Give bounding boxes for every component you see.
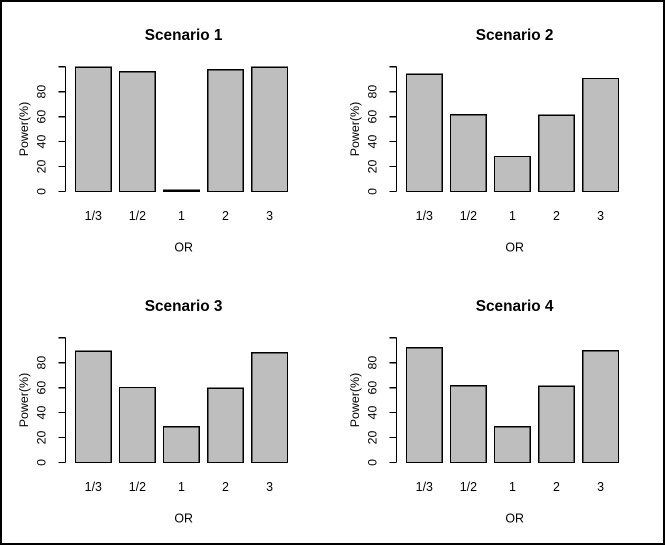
bar bbox=[537, 385, 575, 463]
x-tick-label: 1/2 bbox=[459, 479, 476, 493]
x-axis-label: OR bbox=[505, 241, 524, 255]
y-tick-label: 60 bbox=[365, 110, 379, 124]
chart-title: Scenario 1 bbox=[145, 27, 223, 44]
barplot-scenario-3: Scenario 3 Power(%) 0 20 40 60 80 1/3 1/2 1 2 3 OR bbox=[17, 297, 289, 525]
x-tick-label: 1/3 bbox=[85, 209, 102, 223]
x-tick-label: 3 bbox=[266, 209, 273, 223]
y-tick-label: 80 bbox=[365, 85, 379, 99]
bar bbox=[537, 114, 575, 193]
bar bbox=[449, 114, 487, 193]
x-tick-label: 2 bbox=[553, 479, 560, 493]
y-tick-label: 40 bbox=[365, 135, 379, 149]
x-tick-label: 3 bbox=[266, 479, 273, 493]
y-tick-label: 0 bbox=[35, 458, 49, 465]
chart-title: Scenario 2 bbox=[475, 27, 553, 44]
bar bbox=[74, 350, 112, 463]
y-tick-label: 60 bbox=[365, 380, 379, 394]
bar bbox=[449, 384, 487, 463]
y-tick-label: 20 bbox=[35, 430, 49, 444]
chart-title: Scenario 4 bbox=[475, 297, 553, 314]
y-tick-label: 80 bbox=[365, 355, 379, 369]
x-tick-label: 1/3 bbox=[415, 209, 432, 223]
x-tick-label: 3 bbox=[597, 479, 604, 493]
x-tick-label: 1 bbox=[178, 209, 185, 223]
x-tick-label: 1/2 bbox=[129, 209, 146, 223]
x-axis-label: OR bbox=[174, 511, 193, 525]
bar bbox=[405, 73, 443, 193]
barplot-scenario-4: Scenario 4 Power(%) 0 20 40 60 80 1/3 1/2 1 2 3 OR bbox=[347, 297, 619, 525]
y-axis-label: Power(%) bbox=[17, 102, 31, 157]
y-tick-label: 20 bbox=[365, 159, 379, 173]
bar bbox=[493, 425, 531, 463]
bar bbox=[118, 70, 156, 193]
x-tick-label: 1/3 bbox=[415, 479, 432, 493]
bar bbox=[493, 155, 531, 193]
bar bbox=[206, 387, 245, 463]
y-tick-label: 0 bbox=[365, 188, 379, 195]
x-tick-label: 2 bbox=[553, 209, 560, 223]
y-tick-label: 60 bbox=[35, 380, 49, 394]
y-axis-label: Power(%) bbox=[17, 372, 31, 427]
bar bbox=[251, 351, 289, 463]
x-tick-label: 1 bbox=[178, 479, 185, 493]
panel-scenario-2: Scenario 2 Power(%) 0 20 40 60 80 1/3 1/2 1 2 3 OR bbox=[333, 2, 664, 273]
barplot-scenario-1: Scenario 1 Power(%) 0 20 40 60 80 1/3 1/2 1 2 3 OR bbox=[17, 27, 289, 255]
x-axis-label: OR bbox=[174, 241, 193, 255]
y-tick-label: 20 bbox=[35, 159, 49, 173]
y-tick-label: 60 bbox=[35, 110, 49, 124]
y-tick-label: 0 bbox=[35, 188, 49, 195]
y-tick-label: 40 bbox=[35, 405, 49, 419]
y-axis-label: Power(%) bbox=[347, 102, 361, 157]
bar bbox=[206, 69, 245, 193]
y-axis-label: Power(%) bbox=[347, 372, 361, 427]
y-tick-label: 80 bbox=[35, 85, 49, 99]
x-tick-label: 2 bbox=[222, 209, 229, 223]
panel-scenario-1: Scenario 1 Power(%) 0 20 40 60 80 1/3 1/2 1 2 3 OR bbox=[2, 2, 333, 273]
panel-scenario-3: Scenario 3 Power(%) 0 20 40 60 80 1/3 1/2 1 2 3 OR bbox=[2, 273, 333, 544]
y-tick-label: 40 bbox=[35, 135, 49, 149]
y-tick-label: 0 bbox=[365, 458, 379, 465]
bar bbox=[581, 77, 619, 193]
x-tick-label: 2 bbox=[222, 479, 229, 493]
x-tick-label: 1/2 bbox=[459, 209, 476, 223]
bar bbox=[162, 425, 200, 463]
y-tick-label: 40 bbox=[365, 405, 379, 419]
y-tick-label: 20 bbox=[365, 430, 379, 444]
bar bbox=[581, 349, 619, 463]
chart-title: Scenario 3 bbox=[145, 297, 223, 314]
panel-scenario-4: Scenario 4 Power(%) 0 20 40 60 80 1/3 1/2 1 2 3 OR bbox=[333, 273, 664, 544]
barplot-scenario-2: Scenario 2 Power(%) 0 20 40 60 80 1/3 1/2 1 2 3 OR bbox=[347, 27, 619, 255]
bar bbox=[118, 386, 156, 463]
x-tick-label: 1/3 bbox=[85, 479, 102, 493]
x-tick-label: 3 bbox=[597, 209, 604, 223]
x-tick-label: 1/2 bbox=[129, 479, 146, 493]
x-tick-label: 1 bbox=[508, 479, 515, 493]
bar bbox=[251, 66, 289, 193]
bar bbox=[74, 66, 112, 193]
x-axis-label: OR bbox=[505, 511, 524, 525]
x-tick-label: 1 bbox=[508, 209, 515, 223]
bar bbox=[162, 189, 200, 193]
y-tick-label: 80 bbox=[35, 355, 49, 369]
bar bbox=[405, 346, 443, 463]
